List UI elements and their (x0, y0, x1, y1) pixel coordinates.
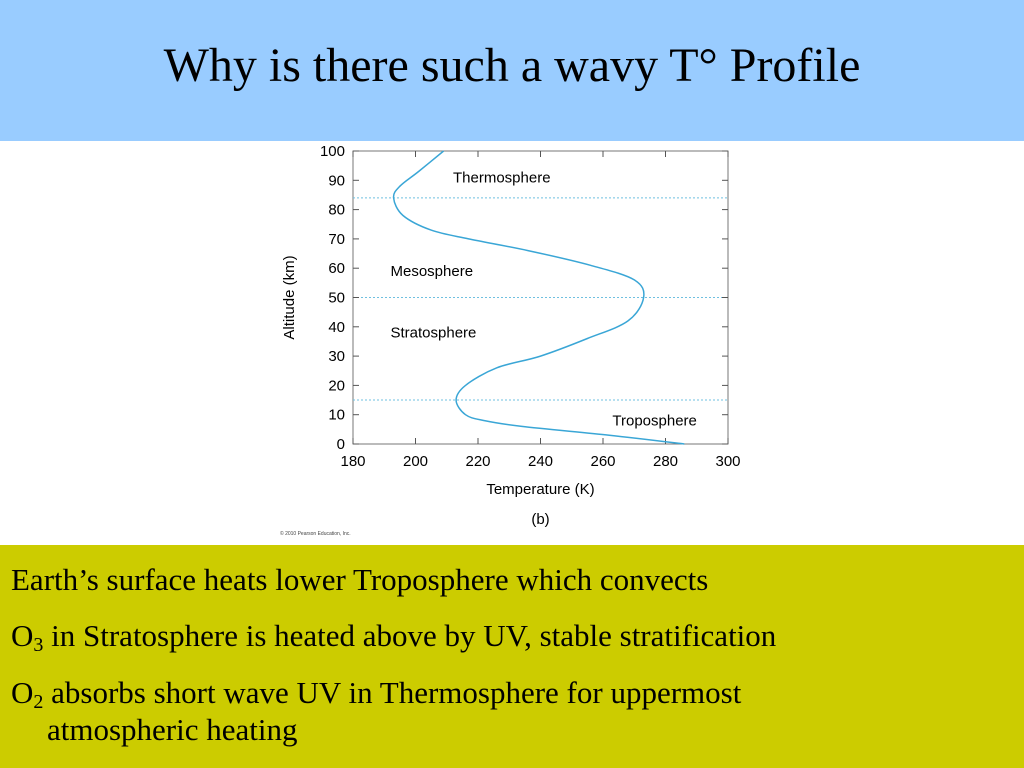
y-tick-label: 100 (320, 143, 345, 160)
x-tick-label: 220 (465, 453, 490, 470)
layer-label-thermosphere: Thermosphere (453, 169, 551, 186)
note-thermosphere-continuation: atmospheric heating (47, 712, 298, 747)
x-tick-label: 280 (653, 453, 678, 470)
y-tick-label: 80 (328, 202, 345, 219)
note-stratosphere: O3 in Stratosphere is heated above by UV… (11, 617, 776, 664)
copyright-notice: © 2010 Pearson Education, Inc. (280, 530, 351, 537)
note-thermosphere: O2 absorbs short wave UV in Thermosphere… (11, 674, 741, 721)
note-thermosphere-text: absorbs short wave UV in Thermosphere fo… (43, 675, 742, 710)
notes-panel: Earth’s surface heats lower Troposphere … (0, 545, 1024, 768)
layer-label-troposphere: Troposphere (612, 413, 697, 430)
chart-svg: 180 200 220 240 260 280 300 0 10 20 30 40 50 60 70 80 90… (280, 143, 741, 537)
layer-label-mesosphere: Mesosphere (391, 263, 474, 280)
note-troposphere: Earth’s surface heats lower Troposphere … (11, 561, 708, 598)
x-tick-label: 240 (528, 453, 553, 470)
y-tick-label: 60 (328, 260, 345, 277)
y-tick-label: 70 (328, 231, 345, 248)
x-tick-label: 200 (403, 453, 428, 470)
oxygen-symbol: O (11, 675, 34, 710)
y-tick-label: 30 (328, 348, 345, 365)
note-troposphere-text: Earth’s surface heats lower Troposphere … (11, 562, 709, 597)
y-tick-label: 20 (328, 377, 345, 394)
x-tick-label: 260 (590, 453, 615, 470)
title-bar: Why is there such a wavy T° Profile (0, 0, 1024, 141)
y-tick-label: 0 (337, 436, 345, 453)
slide-title: Why is there such a wavy T° Profile (163, 39, 861, 92)
temperature-curve (392, 150, 685, 445)
y-axis-label: Altitude (km) (281, 255, 298, 339)
temperature-profile-chart: 180 200 220 240 260 280 300 0 10 20 30 40 50 60 70 80 90… (270, 141, 760, 542)
ozone-subscript: 3 (33, 634, 44, 656)
layer-label-stratosphere: Stratosphere (391, 325, 477, 342)
chart-caption: (b) (531, 511, 549, 528)
oxygen-subscript: 2 (33, 691, 44, 713)
ozone-symbol: O (11, 618, 34, 653)
y-tick-label: 40 (328, 319, 345, 336)
y-tick-label: 10 (328, 407, 345, 424)
note-stratosphere-text: in Stratosphere is heated above by UV, s… (43, 618, 777, 653)
x-tick-label: 180 (340, 453, 365, 470)
x-tick-label: 300 (715, 453, 740, 470)
y-tick-label: 90 (328, 172, 345, 189)
y-tick-label: 50 (328, 290, 345, 307)
x-axis-label: Temperature (K) (486, 481, 594, 498)
